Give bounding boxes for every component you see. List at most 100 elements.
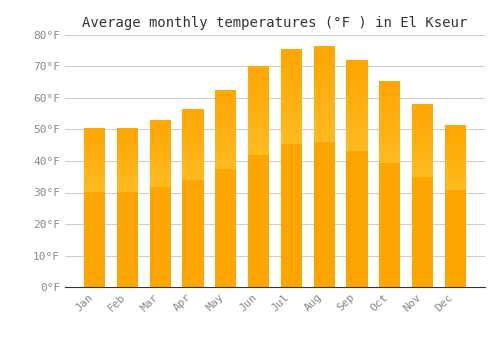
Bar bbox=[346, 128, 368, 133]
Bar bbox=[117, 160, 138, 163]
Bar bbox=[314, 94, 335, 99]
Bar bbox=[314, 109, 335, 113]
Bar bbox=[182, 162, 204, 166]
Bar bbox=[84, 150, 106, 153]
Bar bbox=[379, 122, 400, 126]
Bar bbox=[215, 165, 236, 169]
Bar bbox=[379, 147, 400, 151]
Bar bbox=[182, 166, 204, 169]
Bar bbox=[182, 134, 204, 138]
Bar bbox=[280, 130, 302, 135]
Bar bbox=[412, 137, 433, 141]
Bar bbox=[412, 112, 433, 115]
Bar bbox=[444, 170, 466, 174]
Bar bbox=[346, 83, 368, 88]
Bar bbox=[215, 94, 236, 98]
Bar bbox=[346, 146, 368, 151]
Bar bbox=[84, 131, 106, 134]
Bar bbox=[117, 144, 138, 147]
Bar bbox=[379, 151, 400, 155]
Bar bbox=[84, 182, 106, 185]
Bar bbox=[444, 164, 466, 167]
Bar bbox=[379, 139, 400, 142]
Bar bbox=[84, 141, 106, 144]
Bar bbox=[346, 69, 368, 74]
Bar bbox=[150, 177, 171, 180]
Bar bbox=[248, 115, 270, 119]
Bar bbox=[182, 177, 204, 180]
Bar bbox=[280, 68, 302, 73]
Bar bbox=[444, 180, 466, 183]
Bar bbox=[215, 141, 236, 145]
Bar bbox=[182, 169, 204, 173]
Bar bbox=[248, 137, 270, 141]
Bar bbox=[248, 111, 270, 115]
Bar bbox=[444, 134, 466, 138]
Bar bbox=[444, 187, 466, 190]
Bar bbox=[215, 149, 236, 153]
Bar bbox=[412, 170, 433, 174]
Bar bbox=[379, 80, 400, 85]
Bar bbox=[314, 128, 335, 133]
Bar bbox=[412, 141, 433, 145]
Bar bbox=[412, 148, 433, 152]
Bar bbox=[248, 128, 270, 133]
Bar bbox=[444, 128, 466, 131]
Bar bbox=[379, 130, 400, 134]
Bar bbox=[84, 166, 106, 169]
Bar bbox=[117, 128, 138, 131]
Bar bbox=[314, 133, 335, 138]
Bar bbox=[84, 128, 106, 287]
Bar bbox=[379, 155, 400, 159]
Title: Average monthly temperatures (°F ) in El Kseur: Average monthly temperatures (°F ) in El… bbox=[82, 16, 468, 30]
Bar bbox=[412, 130, 433, 134]
Bar bbox=[117, 141, 138, 144]
Bar bbox=[412, 174, 433, 177]
Bar bbox=[444, 154, 466, 157]
Bar bbox=[346, 115, 368, 119]
Bar bbox=[182, 123, 204, 127]
Bar bbox=[150, 160, 171, 163]
Bar bbox=[215, 133, 236, 137]
Bar bbox=[182, 155, 204, 159]
Bar bbox=[150, 124, 171, 127]
Bar bbox=[280, 106, 302, 111]
Bar bbox=[314, 46, 335, 51]
Bar bbox=[314, 51, 335, 56]
Bar bbox=[182, 116, 204, 120]
Bar bbox=[314, 123, 335, 128]
Bar bbox=[117, 150, 138, 153]
Bar bbox=[314, 99, 335, 104]
Bar bbox=[444, 183, 466, 187]
Bar bbox=[379, 110, 400, 114]
Bar bbox=[280, 111, 302, 116]
Bar bbox=[150, 130, 171, 133]
Bar bbox=[346, 106, 368, 110]
Bar bbox=[379, 159, 400, 163]
Bar bbox=[84, 144, 106, 147]
Bar bbox=[379, 101, 400, 105]
Bar bbox=[150, 120, 171, 287]
Bar bbox=[346, 119, 368, 124]
Bar bbox=[444, 177, 466, 180]
Bar bbox=[215, 90, 236, 94]
Bar bbox=[280, 59, 302, 63]
Bar bbox=[280, 54, 302, 59]
Bar bbox=[84, 134, 106, 138]
Bar bbox=[314, 80, 335, 85]
Bar bbox=[280, 120, 302, 125]
Bar bbox=[280, 73, 302, 78]
Bar bbox=[215, 161, 236, 165]
Bar bbox=[412, 145, 433, 148]
Bar bbox=[412, 155, 433, 159]
Bar bbox=[412, 126, 433, 130]
Bar bbox=[215, 153, 236, 157]
Bar bbox=[117, 131, 138, 134]
Bar bbox=[182, 141, 204, 145]
Bar bbox=[150, 180, 171, 183]
Bar bbox=[444, 125, 466, 287]
Bar bbox=[248, 119, 270, 124]
Bar bbox=[412, 166, 433, 170]
Bar bbox=[314, 46, 335, 287]
Bar bbox=[215, 110, 236, 114]
